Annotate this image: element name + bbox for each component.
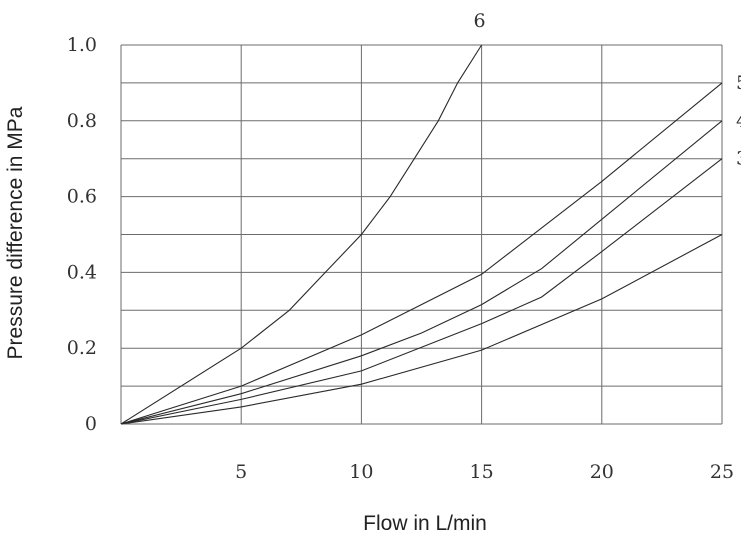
x-tick-label: 20: [590, 461, 614, 483]
series-label-4: 4: [736, 110, 741, 132]
series-label-3: 3: [736, 148, 741, 170]
y-tick-label: 0.4: [67, 261, 97, 283]
y-tick-label: 1.0: [67, 34, 97, 56]
series-line-3: [120, 158, 723, 425]
y-tick-label: 0.6: [67, 186, 97, 208]
series-label-5: 5: [736, 72, 741, 94]
y-tick-label: 0: [85, 413, 97, 435]
series-line-6: [120, 44, 483, 425]
series-line-unlabeled-4: [120, 234, 723, 425]
series-labels: 6 5 4 3: [474, 10, 741, 170]
x-tick-label: 25: [710, 461, 734, 483]
series-line-5: [120, 82, 723, 425]
x-tick-label: 10: [349, 461, 373, 483]
series-lines: [120, 44, 723, 425]
x-tick-label: 15: [470, 461, 494, 483]
y-tick-label: 0.8: [67, 110, 97, 132]
tick-labels: 5 10 15 20 25 0 0.2 0.4 0.6 0.8 1.0: [67, 34, 734, 483]
series-line-4: [120, 120, 723, 425]
series-label-6: 6: [474, 10, 486, 32]
y-axis-title: Pressure difference in MPa: [4, 106, 27, 359]
x-axis-title: Flow in L/min: [363, 512, 487, 535]
y-tick-label: 0.2: [67, 337, 97, 359]
x-tick-label: 5: [235, 461, 247, 483]
